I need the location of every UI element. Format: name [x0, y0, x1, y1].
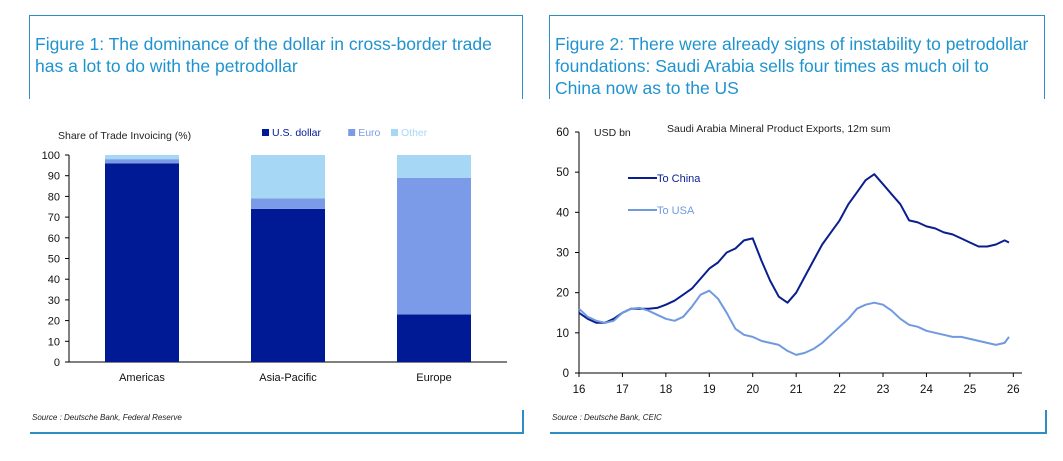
figure2-source: Source : Deutsche Bank, CEIC — [552, 413, 662, 422]
y-axis-label: USD bn — [594, 127, 631, 139]
y-tick-label: 100 — [42, 150, 60, 162]
x-tick-label: 24 — [920, 384, 933, 396]
bar-europe-other — [397, 155, 471, 178]
x-tick-label: 25 — [963, 384, 976, 396]
bar-asia-pacific-euro — [251, 198, 325, 209]
bar-americas-u-s-dollar — [105, 163, 179, 362]
y-tick-label: 40 — [556, 207, 569, 219]
y-tick-label: 40 — [48, 274, 60, 286]
legend-label-2: Other — [401, 127, 428, 139]
figure2-frame-tick — [1045, 410, 1047, 434]
bar-americas-other — [105, 155, 179, 160]
x-tick-label: 20 — [746, 384, 759, 396]
legend-label-0: U.S. dollar — [272, 127, 322, 139]
y-tick-label: 10 — [556, 328, 569, 340]
y-tick-label: 0 — [54, 357, 60, 369]
series-line-to-china — [578, 173, 1010, 324]
x-tick-label: 16 — [573, 384, 586, 396]
figure2-title: Figure 2: There were already signs of in… — [555, 34, 1029, 98]
legend-label-0: To China — [657, 173, 701, 185]
figure1-source: Source : Deutsche Bank, Federal Reserve — [32, 413, 182, 422]
figure1-bottom-rule — [30, 432, 524, 434]
figure2-line-chart: Saudi Arabia Mineral Product Exports, 12… — [556, 123, 1022, 396]
figure1-panel: Figure 1: The dominance of the dollar in… — [0, 0, 530, 461]
y-axis-label: Share of Trade Invoicing (%) — [58, 130, 191, 142]
y-tick-label: 90 — [48, 171, 60, 183]
bar-asia-pacific-u-s-dollar — [251, 208, 325, 362]
y-tick-label: 80 — [48, 191, 60, 203]
x-tick-label: Europe — [416, 372, 451, 384]
y-tick-label: 0 — [563, 368, 569, 380]
legend-swatch-2 — [391, 129, 398, 136]
figure2-title-frame — [549, 15, 1045, 99]
y-tick-label: 60 — [48, 233, 60, 245]
x-tick-label: Americas — [119, 372, 165, 384]
figure1-title-frame — [29, 15, 523, 99]
y-tick-label: 60 — [556, 127, 569, 139]
bar-europe-euro — [397, 177, 471, 315]
y-tick-label: 10 — [48, 336, 60, 348]
bar-asia-pacific-other — [251, 155, 325, 199]
y-tick-label: 30 — [48, 295, 60, 307]
y-tick-label: 20 — [48, 316, 60, 328]
chart-title: Saudi Arabia Mineral Product Exports, 12… — [667, 123, 891, 135]
figure2-bottom-rule — [550, 432, 1047, 434]
x-tick-label: 21 — [790, 384, 803, 396]
figure1-title: Figure 1: The dominance of the dollar in… — [35, 34, 492, 76]
legend-swatch-0 — [262, 129, 269, 136]
x-tick-label: 23 — [877, 384, 890, 396]
bar-europe-u-s-dollar — [397, 314, 471, 362]
x-tick-label: 22 — [833, 384, 846, 396]
figure1-frame-tick — [522, 410, 524, 434]
x-tick-label: 19 — [703, 384, 716, 396]
x-tick-label: 17 — [616, 384, 629, 396]
y-tick-label: 50 — [556, 167, 569, 179]
x-tick-label: Asia-Pacific — [259, 372, 317, 384]
y-tick-label: 20 — [556, 288, 569, 300]
bar-americas-euro — [105, 159, 179, 164]
series-line-to-usa — [578, 289, 1010, 356]
y-tick-label: 70 — [48, 212, 60, 224]
figure1-bar-chart: Share of Trade Invoicing (%) U.S. dollar E… — [42, 127, 507, 384]
y-tick-label: 50 — [48, 254, 60, 266]
y-tick-label: 30 — [556, 248, 569, 260]
x-tick-label: 26 — [1007, 384, 1020, 396]
legend-label-1: To USA — [657, 205, 695, 217]
x-tick-label: 18 — [659, 384, 672, 396]
legend-label-1: Euro — [358, 127, 380, 139]
figure2-panel: Figure 2: There were already signs of in… — [530, 0, 1063, 461]
legend-swatch-1 — [348, 129, 356, 136]
